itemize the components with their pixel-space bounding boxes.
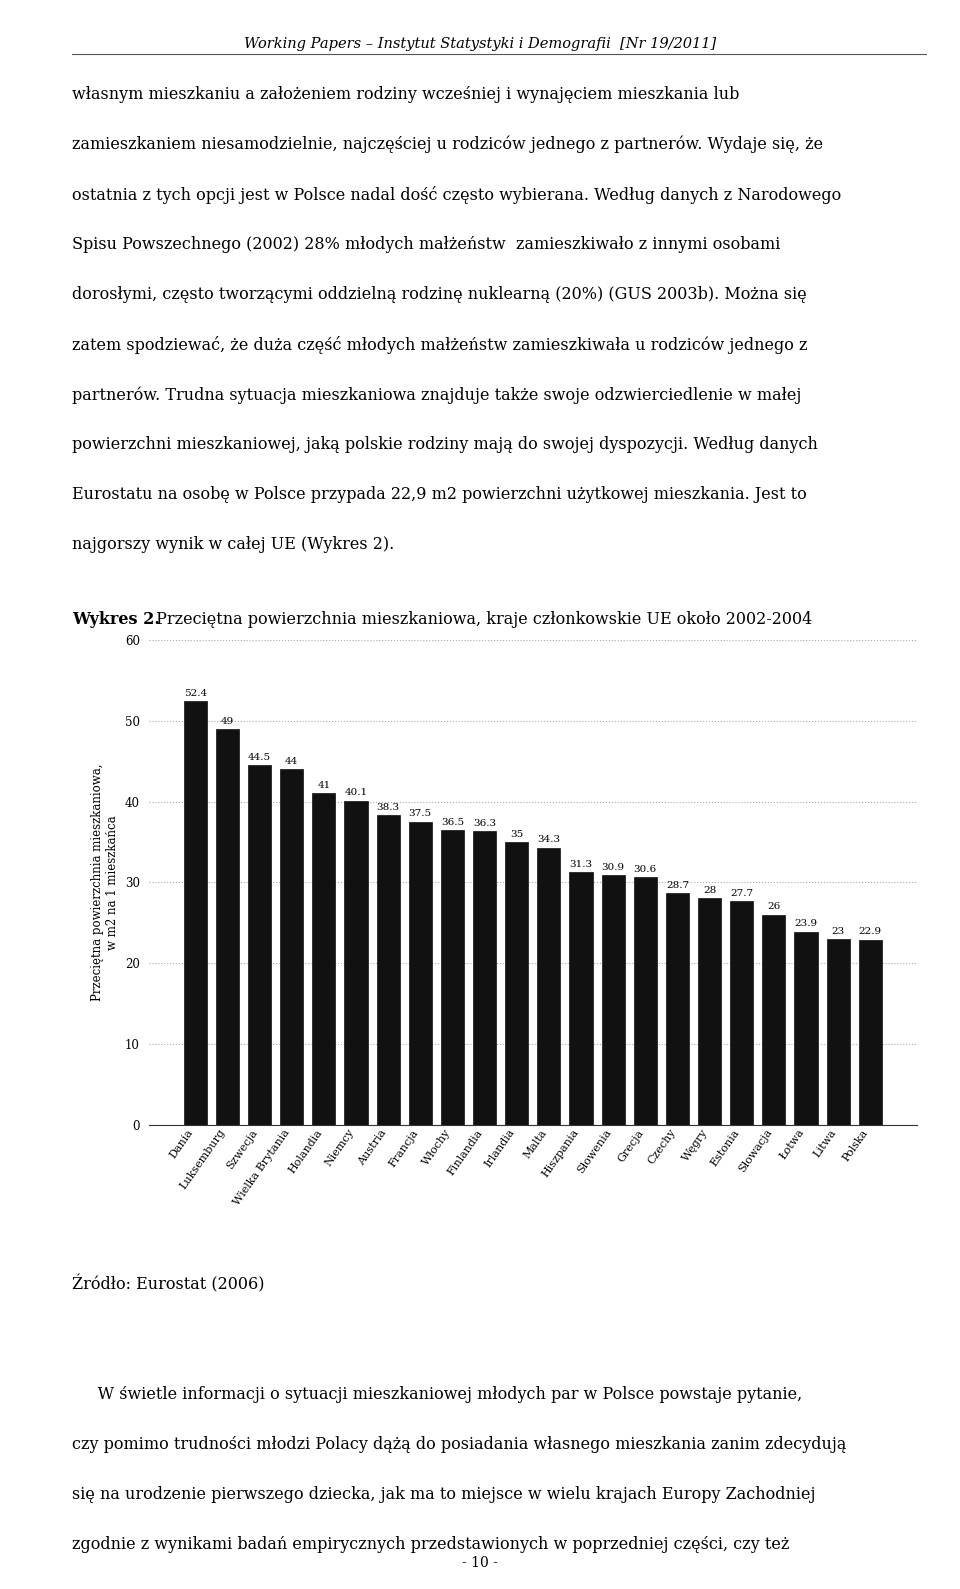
Text: Eurostatu na osobę w Polsce przypada 22,9 m2 powierzchni użytkowej mieszkania. J: Eurostatu na osobę w Polsce przypada 22,… [72,486,806,504]
Bar [859,939,882,1125]
Text: 49: 49 [221,717,234,726]
Text: 36.5: 36.5 [441,818,464,826]
Text: zatem spodziewać, że duża część młodych małżeństw zamieszkiwała u rodziców jedne: zatem spodziewać, że duża część młodych … [72,335,807,354]
Bar [409,822,432,1125]
Bar [795,931,818,1125]
Text: partnerów. Trudna sytuacja mieszkaniowa znajduje także swoje odzwierciedlenie w : partnerów. Trudna sytuacja mieszkaniowa … [72,386,802,404]
Y-axis label: Przeciętna powierzchnia mieszkaniowa,
w m2 na 1 mieszkańca: Przeciętna powierzchnia mieszkaniowa, w … [91,764,119,1001]
Bar [505,842,528,1125]
Text: - 10 -: - 10 - [462,1556,498,1570]
Bar [634,877,657,1125]
Text: 26: 26 [767,903,780,912]
Bar [216,729,239,1125]
Text: 37.5: 37.5 [409,809,432,818]
Bar [569,872,592,1125]
Text: 22.9: 22.9 [859,928,882,936]
Text: 30.6: 30.6 [634,866,657,874]
Text: 38.3: 38.3 [376,802,399,812]
Text: Working Papers – Instytut Statystyki i Demografii  [Nr 19/2011]: Working Papers – Instytut Statystyki i D… [244,37,716,51]
Text: Źródło: Eurostat (2006): Źródło: Eurostat (2006) [72,1276,265,1293]
Bar [731,901,754,1125]
Text: zgodnie z wynikami badań empirycznych przedstawionych w poprzedniej części, czy : zgodnie z wynikami badań empirycznych pr… [72,1537,789,1552]
Bar [827,939,850,1125]
Text: 30.9: 30.9 [602,863,625,872]
Text: 40.1: 40.1 [345,788,368,798]
Text: W świetle informacji o sytuacji mieszkaniowej młodych par w Polsce powstaje pyta: W świetle informacji o sytuacji mieszkan… [72,1386,803,1403]
Bar [473,831,496,1125]
Bar [376,815,399,1125]
Text: 23.9: 23.9 [795,920,818,928]
Text: Spisu Powszechnego (2002) 28% młodych małżeństw  zamieszkiwało z innymi osobami: Spisu Powszechnego (2002) 28% młodych ma… [72,237,780,253]
Bar [666,893,689,1125]
Text: 41: 41 [317,782,330,790]
Bar [602,876,625,1125]
Bar [762,915,785,1125]
Bar [280,769,303,1125]
Text: 27.7: 27.7 [731,888,754,898]
Text: 23: 23 [831,926,845,936]
Text: ostatnia z tych opcji jest w Polsce nadal dość często wybierana. Według danych z: ostatnia z tych opcji jest w Polsce nada… [72,186,841,203]
Bar [248,766,271,1125]
Text: 28.7: 28.7 [666,880,689,890]
Text: 35: 35 [510,829,523,839]
Bar [441,829,464,1125]
Text: powierzchni mieszkaniowej, jaką polskie rodziny mają do swojej dyspozycji. Wedłu: powierzchni mieszkaniowej, jaką polskie … [72,437,818,453]
Text: 44.5: 44.5 [248,753,271,763]
Text: Przeciętna powierzchnia mieszkaniowa, kraje członkowskie UE około 2002-2004: Przeciętna powierzchnia mieszkaniowa, kr… [151,612,812,628]
Text: się na urodzenie pierwszego dziecka, jak ma to miejsce w wielu krajach Europy Za: się na urodzenie pierwszego dziecka, jak… [72,1486,815,1503]
Bar [698,898,721,1125]
Text: Wykres 2.: Wykres 2. [72,612,160,628]
Bar [183,701,206,1125]
Bar [345,801,368,1125]
Text: własnym mieszkaniu a założeniem rodziny wcześniej i wynajęciem mieszkania lub: własnym mieszkaniu a założeniem rodziny … [72,86,739,103]
Text: 36.3: 36.3 [473,820,496,828]
Bar [538,847,561,1125]
Text: dorosłymi, często tworzącymi oddzielną rodzinę nuklearną (20%) (GUS 2003b). Możn: dorosłymi, często tworzącymi oddzielną r… [72,286,806,303]
Text: 52.4: 52.4 [183,690,206,698]
Text: czy pomimo trudności młodzi Polacy dążą do posiadania własnego mieszkania zanim : czy pomimo trudności młodzi Polacy dążą … [72,1436,847,1452]
Text: 34.3: 34.3 [538,836,561,844]
Text: 31.3: 31.3 [569,860,592,869]
Text: 44: 44 [285,756,299,766]
Text: zamieszkaniem niesamodzielnie, najczęściej u rodziców jednego z partnerów. Wydaj: zamieszkaniem niesamodzielnie, najczęści… [72,135,823,154]
Bar [312,793,335,1125]
Text: najgorszy wynik w całej UE (Wykres 2).: najgorszy wynik w całej UE (Wykres 2). [72,537,395,553]
Text: 28: 28 [703,887,716,895]
